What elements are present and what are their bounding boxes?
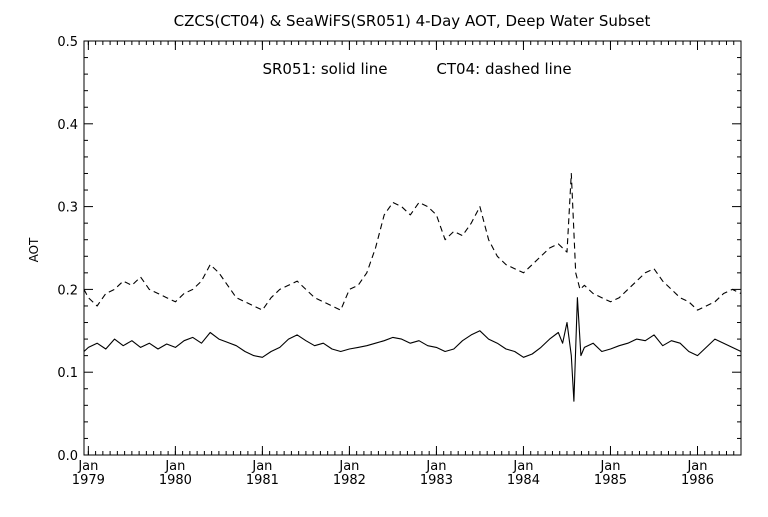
x-tick-month: Jan	[77, 459, 98, 474]
x-tick-month: Jan	[512, 459, 533, 474]
y-tick-label: 0.1	[57, 366, 78, 381]
x-tick-year: 1985	[594, 473, 627, 488]
x-tick-month: Jan	[425, 459, 446, 474]
y-tick-label: 0.3	[57, 201, 78, 216]
y-tick-label: 0.2	[57, 283, 78, 298]
chart-title: CZCS(CT04) & SeaWiFS(SR051) 4-Day AOT, D…	[174, 12, 651, 30]
solid-line-note: SR051: solid line	[262, 60, 387, 78]
y-tick-label: 0.4	[57, 118, 78, 133]
x-tick-year: 1983	[420, 473, 453, 488]
x-tick-year: 1981	[246, 473, 279, 488]
x-tick-year: 1980	[159, 473, 192, 488]
x-tick-year: 1982	[333, 473, 366, 488]
x-tick-year: 1986	[681, 473, 714, 488]
y-tick-label: 0.5	[57, 35, 78, 50]
x-tick-month: Jan	[599, 459, 620, 474]
x-tick-month: Jan	[251, 459, 272, 474]
x-tick-year: 1979	[72, 473, 105, 488]
y-axis-label: AOT	[27, 237, 41, 262]
series-line-ct04	[83, 172, 742, 311]
x-tick-month: Jan	[338, 459, 359, 474]
y-tick-label: 0.0	[57, 449, 78, 464]
series-line-sr051	[83, 297, 742, 402]
x-tick-month: Jan	[686, 459, 707, 474]
dashed-line-note: CT04: dashed line	[436, 60, 571, 78]
x-tick-month: Jan	[164, 459, 185, 474]
plot-frame	[83, 40, 742, 456]
x-tick-year: 1984	[507, 473, 540, 488]
